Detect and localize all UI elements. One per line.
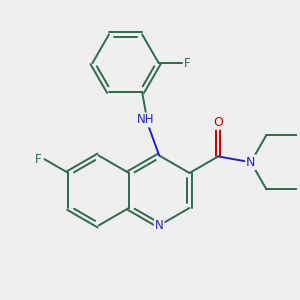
Text: O: O — [213, 116, 223, 129]
Text: N: N — [155, 219, 164, 232]
Text: F: F — [184, 57, 190, 70]
Text: N: N — [246, 156, 256, 169]
Text: N: N — [246, 156, 256, 169]
Text: F: F — [34, 153, 41, 166]
Text: NH: NH — [137, 113, 155, 127]
